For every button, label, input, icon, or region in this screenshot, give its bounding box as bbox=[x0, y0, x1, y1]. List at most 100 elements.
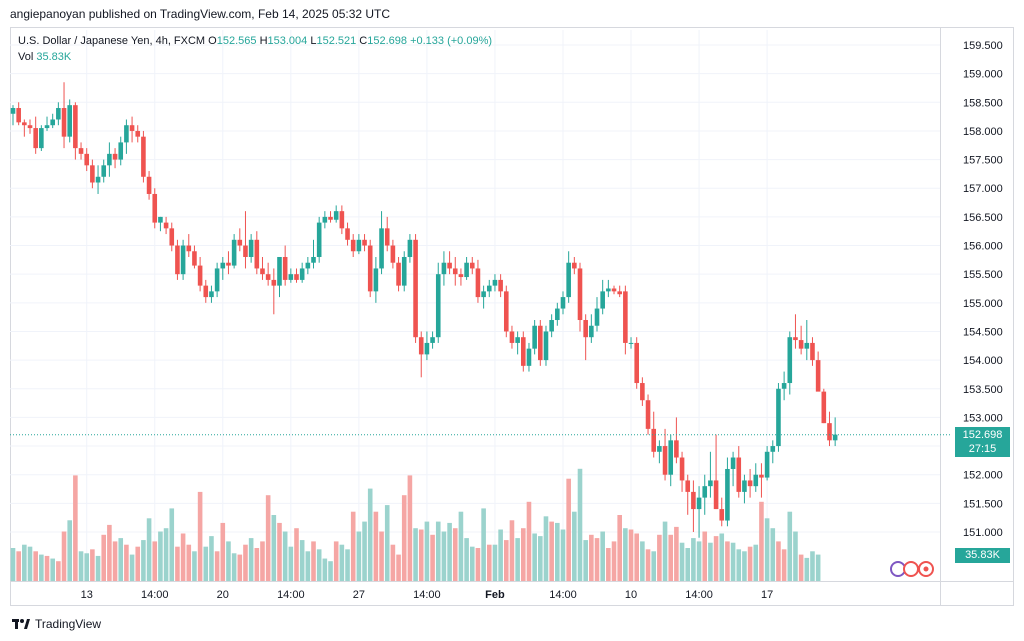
candle bbox=[322, 211, 328, 229]
time-tick-label: 10 bbox=[625, 589, 637, 601]
candle bbox=[736, 446, 742, 498]
candle-body bbox=[696, 497, 702, 510]
volume-bar bbox=[61, 531, 67, 581]
volume-bar bbox=[101, 534, 107, 581]
candle-body bbox=[265, 274, 271, 280]
candle bbox=[401, 251, 407, 292]
volume-bar bbox=[16, 551, 21, 581]
volume-bar bbox=[10, 548, 16, 581]
candle bbox=[611, 285, 617, 295]
candle bbox=[821, 388, 827, 424]
volume-bar bbox=[158, 531, 163, 581]
open-value: 152.565 bbox=[216, 35, 257, 47]
volume-bar bbox=[708, 542, 713, 581]
volume-bar bbox=[668, 534, 674, 581]
candle-body bbox=[33, 128, 38, 149]
candle-body bbox=[708, 480, 713, 487]
candle bbox=[418, 331, 424, 378]
candle-body bbox=[503, 291, 509, 332]
candle bbox=[804, 320, 810, 361]
candle bbox=[628, 337, 634, 349]
volume-bar bbox=[543, 516, 549, 581]
volume-bar bbox=[22, 544, 27, 581]
candle bbox=[668, 434, 674, 487]
candle-body bbox=[634, 342, 639, 384]
candle-body bbox=[430, 337, 435, 343]
open-label: O bbox=[208, 35, 217, 47]
candle bbox=[538, 320, 543, 366]
candle-body bbox=[73, 105, 78, 149]
candle-body bbox=[390, 245, 396, 263]
candle-body bbox=[413, 239, 418, 338]
candle-body bbox=[515, 337, 520, 343]
candle-body bbox=[662, 446, 668, 475]
candle bbox=[430, 331, 435, 349]
volume-bar bbox=[379, 531, 384, 581]
volume-bar bbox=[237, 554, 243, 581]
candle bbox=[583, 314, 588, 361]
pattern-icon[interactable] bbox=[890, 561, 906, 577]
flag-icon[interactable] bbox=[903, 561, 919, 577]
candle-body bbox=[623, 291, 628, 343]
candle bbox=[543, 325, 549, 366]
candle-body bbox=[668, 440, 674, 475]
candle-body bbox=[44, 125, 50, 129]
volume-bar bbox=[713, 536, 719, 581]
time-tick-label: 14:00 bbox=[413, 589, 441, 601]
volume-bar bbox=[311, 541, 316, 581]
volume-bar bbox=[248, 538, 254, 581]
volume-bar bbox=[674, 526, 679, 581]
candle-body bbox=[50, 119, 55, 126]
candle bbox=[163, 216, 169, 235]
candle-body bbox=[362, 239, 367, 246]
volume-bar bbox=[521, 528, 526, 581]
volume-bar bbox=[589, 534, 594, 581]
volume-bar bbox=[220, 522, 226, 581]
volume-bar bbox=[294, 528, 299, 581]
volume-bar bbox=[197, 491, 203, 581]
candle-body bbox=[481, 291, 486, 298]
candle-body bbox=[509, 331, 515, 343]
volume-bar bbox=[747, 546, 753, 581]
volume-bar bbox=[577, 468, 583, 581]
candle-body bbox=[311, 256, 316, 263]
candle-body bbox=[152, 193, 158, 223]
candle bbox=[515, 331, 520, 355]
price-tick-label: 154.000 bbox=[963, 355, 1003, 367]
candle-body bbox=[589, 325, 594, 338]
candle bbox=[577, 262, 583, 332]
volume-bar bbox=[73, 475, 78, 581]
volume-tag: 35.83K bbox=[955, 548, 1010, 563]
candle bbox=[787, 331, 793, 395]
time-tick-label: 13 bbox=[81, 589, 93, 601]
volume-bar bbox=[623, 528, 628, 581]
footer-brand[interactable]: TradingView bbox=[12, 617, 101, 631]
candle bbox=[390, 239, 396, 269]
candle-body bbox=[379, 228, 384, 269]
time-tick-label: Feb bbox=[485, 589, 505, 601]
volume-bar bbox=[282, 531, 288, 581]
candle-body bbox=[220, 262, 226, 269]
volume-bar bbox=[549, 521, 554, 581]
candle bbox=[265, 262, 271, 286]
candle bbox=[645, 394, 651, 435]
candle bbox=[237, 228, 243, 252]
candle bbox=[271, 268, 277, 315]
candle-body bbox=[458, 274, 464, 278]
candle-body bbox=[101, 165, 107, 177]
candle-body bbox=[209, 291, 214, 298]
candle bbox=[560, 291, 566, 315]
candle bbox=[793, 314, 798, 349]
candle bbox=[169, 222, 175, 252]
candle-body bbox=[486, 285, 492, 292]
candle-body bbox=[180, 245, 186, 275]
candle-body bbox=[248, 239, 254, 257]
candle bbox=[713, 434, 719, 510]
candle-body bbox=[203, 285, 209, 298]
candle bbox=[316, 216, 322, 263]
volume-bar bbox=[509, 520, 515, 581]
candle bbox=[112, 148, 118, 169]
candle-body bbox=[175, 245, 180, 275]
close-label: C bbox=[359, 35, 368, 47]
